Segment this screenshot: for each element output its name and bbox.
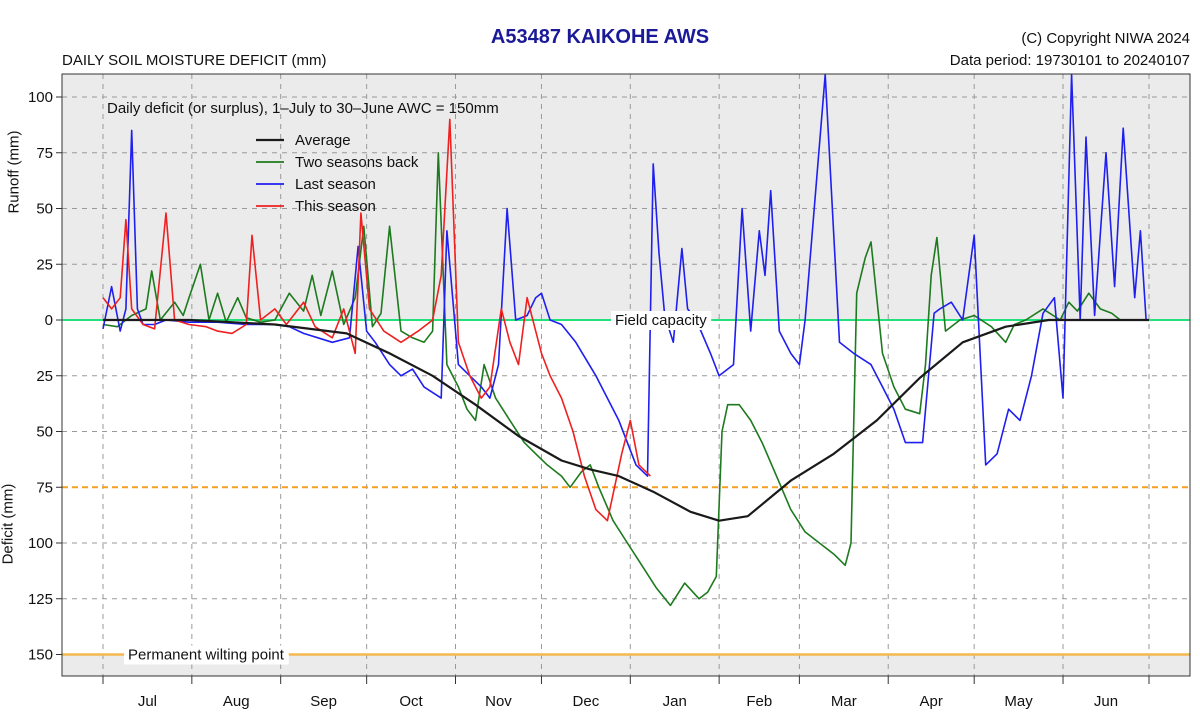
x-month-label: May xyxy=(1004,693,1033,710)
x-month-label: Aug xyxy=(223,693,250,710)
series-line-this-season xyxy=(102,118,651,522)
legend-label-average: Average xyxy=(295,132,351,149)
y-tick-label: 150 xyxy=(28,647,53,664)
wilting-point-label: Permanent wilting point xyxy=(128,647,285,664)
copyright-text: (C) Copyright NIWA 2024 xyxy=(1021,30,1190,47)
awc-annotation: Daily deficit (or surplus), 1–July to 30… xyxy=(107,100,499,117)
series-line-two-seasons-back xyxy=(102,152,1129,607)
y-tick-label: 100 xyxy=(28,89,53,106)
data-period-text: Data period: 19730101 to 20240107 xyxy=(949,52,1190,69)
y-tick-label: 100 xyxy=(28,535,53,552)
x-month-label: Jan xyxy=(663,693,687,710)
x-month-label: Apr xyxy=(920,693,943,710)
legend: Average Two seasons back Last season This s… xyxy=(256,132,419,215)
y-tick-label: 50 xyxy=(36,424,53,441)
x-month-label: Oct xyxy=(399,693,423,710)
y-tick-label: 75 xyxy=(36,479,53,496)
y-tick-label: 125 xyxy=(28,591,53,608)
series-line-average xyxy=(103,318,1149,522)
wilting-point-label-bg xyxy=(124,645,289,665)
x-month-label: Dec xyxy=(573,693,600,710)
legend-label-this-season: This season xyxy=(295,198,376,215)
y-tick-label: 0 xyxy=(45,312,53,329)
y-tick-label: 75 xyxy=(36,145,53,162)
plot-frame xyxy=(61,73,1191,677)
x-month-label: Mar xyxy=(831,693,857,710)
below-wilting-region xyxy=(62,654,1190,676)
chart-title: A53487 KAIKOHE AWS xyxy=(490,26,710,48)
y-axis-ticks: 100 75 50 25 0 25 50 75 100 125 150 xyxy=(28,89,62,664)
x-month-label: Jul xyxy=(138,693,157,710)
legend-label-two-seasons-back: Two seasons back xyxy=(295,154,419,171)
annotations: Daily deficit (or surplus), 1–July to 30… xyxy=(107,100,712,665)
chart-subtitle: DAILY SOIL MOISTURE DEFICIT (mm) xyxy=(62,52,327,69)
field-capacity-label-bg xyxy=(611,311,712,330)
field-capacity-label: Field capacity xyxy=(615,312,707,329)
x-month-label: Feb xyxy=(746,693,772,710)
x-month-label: Nov xyxy=(485,693,512,710)
x-month-label: Jun xyxy=(1094,693,1118,710)
reference-lines xyxy=(62,319,1190,656)
y-tick-label: 50 xyxy=(36,201,53,218)
legend-label-last-season: Last season xyxy=(295,176,376,193)
x-month-label: Sep xyxy=(310,693,337,710)
y-tick-label: 25 xyxy=(36,256,53,273)
y-tick-label: 25 xyxy=(36,368,53,385)
grid-lines xyxy=(62,74,1190,676)
x-axis-ticks: Jul Aug Sep Oct Nov Dec Jan Feb Mar Apr May Jun xyxy=(102,676,1150,710)
